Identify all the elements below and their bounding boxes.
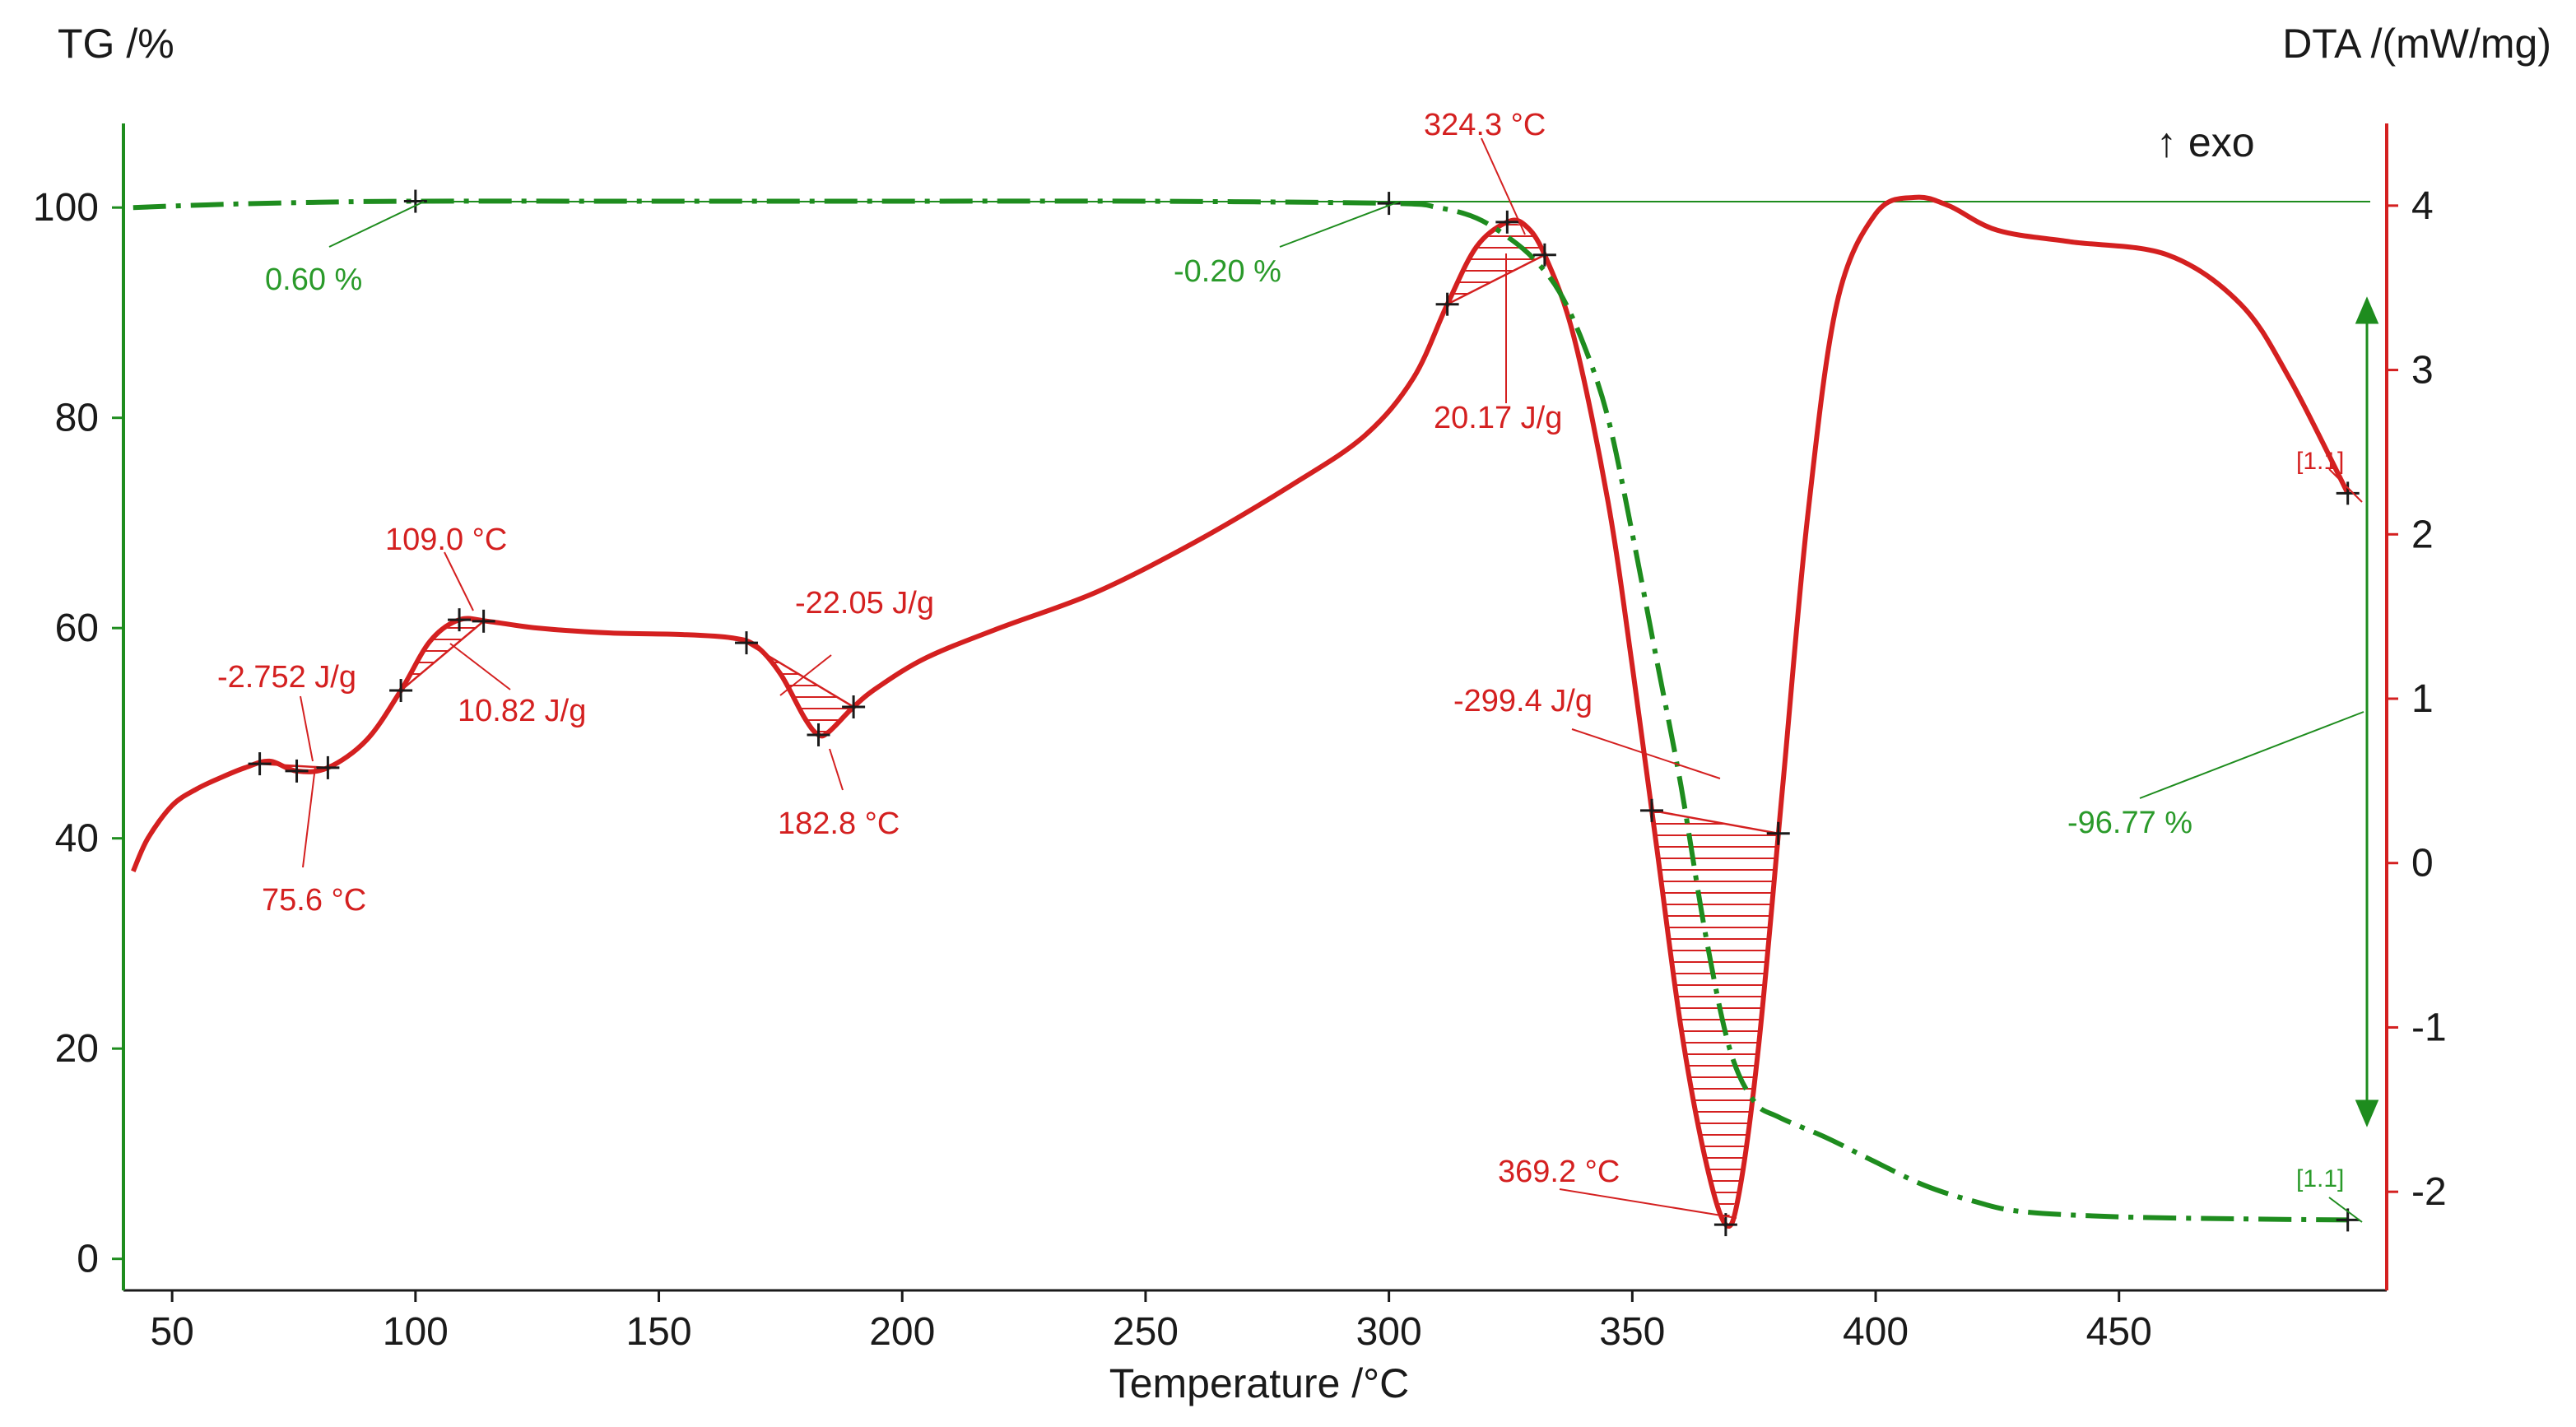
x-axis-ticks: 50 100 150 200 250 300 350 400 450 <box>150 1290 2152 1354</box>
right-tick-label: 1 <box>2411 677 2434 721</box>
annotation-peak-109c: 109.0 °C <box>385 523 507 557</box>
right-tick-label: -2 <box>2411 1170 2447 1214</box>
x-tick-label: 300 <box>1356 1310 1422 1354</box>
right-tick-label: 4 <box>2411 184 2434 228</box>
annotation-leaders <box>300 137 2364 1223</box>
left-tick-label: 20 <box>55 1027 99 1071</box>
tg-step-marker <box>2355 296 2379 1127</box>
annotation-enthalpy-2994: -299.4 J/g <box>1453 684 1593 718</box>
x-tick-label: 200 <box>869 1310 935 1354</box>
x-tick-label: 100 <box>383 1310 449 1354</box>
left-tick-label: 60 <box>55 607 99 650</box>
x-tick-label: 50 <box>150 1310 193 1354</box>
annotation-enthalpy-2205: -22.05 J/g <box>795 586 934 621</box>
x-tick-label: 450 <box>2086 1310 2152 1354</box>
tg-curve <box>133 198 2348 1223</box>
left-tick-label: 0 <box>77 1238 99 1281</box>
dta-curve <box>131 194 2350 1229</box>
annotation-enthalpy-2752: -2.752 J/g <box>217 660 356 695</box>
dta-peak-baseline <box>1447 253 1546 305</box>
x-tick-label: 250 <box>1113 1310 1179 1354</box>
annotation-dta-ref: [1.1] <box>2296 448 2344 475</box>
dta-peak-baseline <box>400 620 485 691</box>
annotation-enthalpy-1082: 10.82 J/g <box>458 694 586 728</box>
left-axis-title: TG /% <box>58 21 174 67</box>
curve-markers <box>248 189 2360 1237</box>
annotation-tg-ref: [1.1] <box>2296 1165 2344 1192</box>
dta-peak-area <box>1651 810 1779 1220</box>
x-axis-title: Temperature /°C <box>1109 1360 1410 1406</box>
exo-label: ↑ exo <box>2156 119 2255 165</box>
right-tick-label: -1 <box>2411 1006 2447 1049</box>
annotation-enthalpy-2017: 20.17 J/g <box>1434 401 1562 435</box>
left-tick-label: 40 <box>55 817 99 861</box>
dta-peak-baseline <box>1651 809 1779 835</box>
annotation-mass-loss-060: 0.60 % <box>265 263 362 297</box>
annotation-peak-756c: 75.6 °C <box>262 883 366 918</box>
left-tick-label: 80 <box>55 397 99 440</box>
right-tick-label: 0 <box>2411 842 2434 885</box>
x-tick-label: 400 <box>1843 1310 1909 1354</box>
right-axis-ticks: -2 -1 0 1 2 3 4 <box>2387 184 2447 1214</box>
annotation-peak-3692c: 369.2 °C <box>1498 1155 1620 1189</box>
annotation-peak-3243c: 324.3 °C <box>1424 108 1546 142</box>
right-tick-label: 3 <box>2411 349 2434 393</box>
left-tick-label: 100 <box>33 186 99 230</box>
left-axis-ticks: 0 20 40 60 80 100 <box>33 186 123 1281</box>
x-tick-label: 150 <box>625 1310 691 1354</box>
dta-peak-area <box>1447 222 1545 304</box>
right-axis-title: DTA /(mW/mg) <box>2282 21 2551 67</box>
annotation-mass-loss-020: -0.20 % <box>1174 254 1281 289</box>
x-tick-label: 350 <box>1599 1310 1665 1354</box>
annotation-peak-1828c: 182.8 °C <box>778 806 900 841</box>
right-tick-label: 2 <box>2411 513 2434 556</box>
annotation-mass-loss-9677: -96.77 % <box>2067 806 2192 840</box>
